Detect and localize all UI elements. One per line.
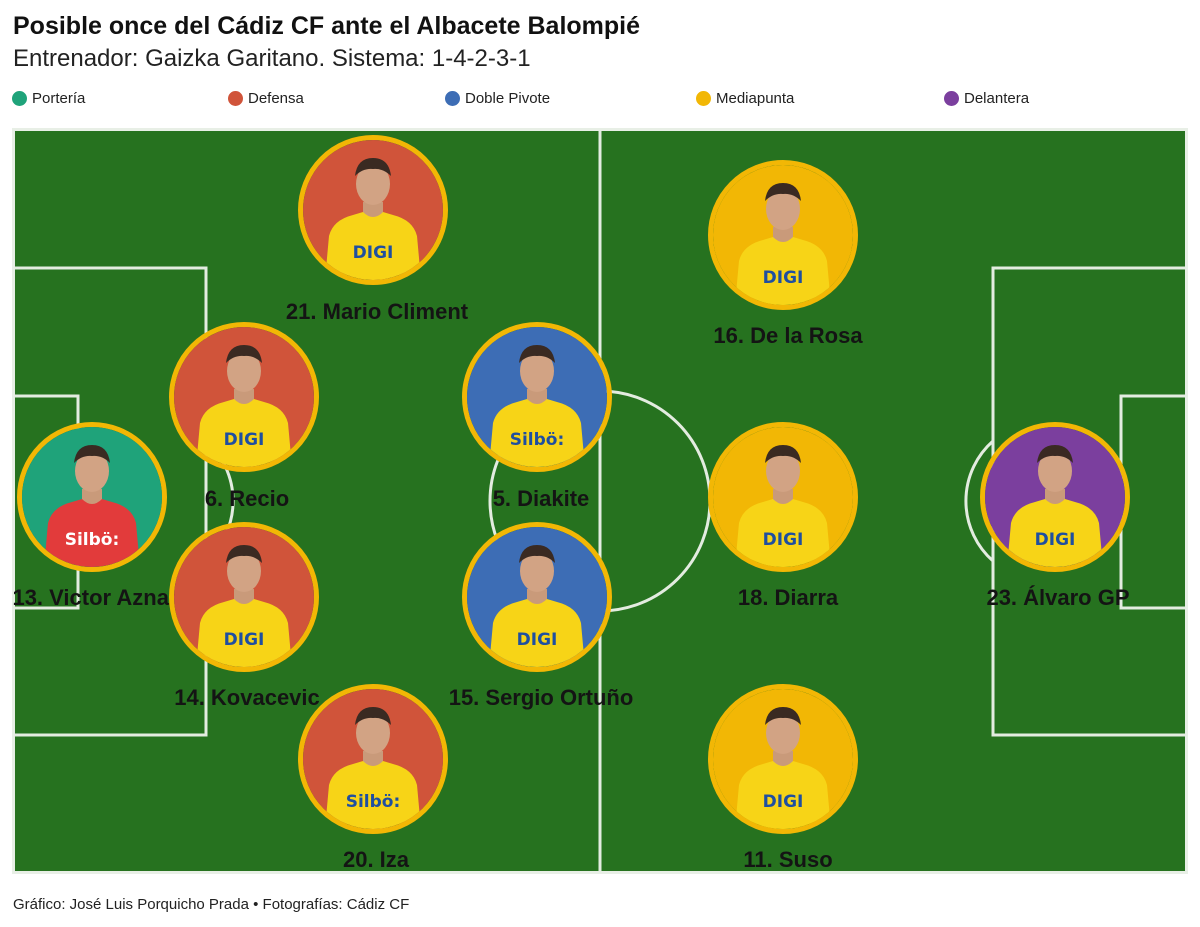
legend-label: Defensa — [248, 90, 304, 107]
legend-item-defensa: Defensa — [228, 90, 304, 107]
player-silhouette-icon: Silbö: — [22, 427, 162, 567]
player-silhouette-icon: DIGI — [303, 140, 443, 280]
mediapunta-dot-icon — [696, 91, 711, 106]
right-penalty-arc — [964, 439, 994, 563]
player-name-label: 15. Sergio Ortuño — [448, 685, 634, 710]
legend-item-porteria: Portería — [12, 90, 85, 107]
sponsor-logo-text: DIGI — [763, 268, 804, 288]
player-photo-avatar: Silbö: — [17, 422, 167, 572]
player-photo-avatar: Silbö: — [462, 322, 612, 472]
legend-label: Portería — [32, 90, 86, 107]
right-goal-box — [1119, 394, 1185, 610]
sponsor-logo-text: DIGI — [224, 630, 265, 650]
player-photo-avatar: DIGI — [708, 422, 858, 572]
porteria-dot-icon — [12, 91, 27, 106]
player-silhouette-icon: DIGI — [713, 165, 853, 305]
player-name-label: 18. Diarra — [737, 585, 839, 610]
sponsor-logo-text: DIGI — [517, 630, 558, 650]
chart-subtitle: Entrenador: Gaizka Garitano. Sistema: 1-… — [13, 45, 531, 72]
legend-label: Mediapunta — [716, 90, 795, 107]
legend-item-mediapunta: Mediapunta — [696, 90, 794, 107]
legend-item-delantera: Delantera — [944, 90, 1029, 107]
player-photo-avatar: DIGI — [169, 522, 319, 672]
player-name-label: 11. Suso — [743, 847, 833, 872]
legend-label: Delantera — [964, 90, 1030, 107]
doble-pivote-dot-icon — [445, 91, 460, 106]
player-photo-avatar: DIGI — [462, 522, 612, 672]
sponsor-logo-text: DIGI — [353, 243, 394, 263]
player-silhouette-icon: DIGI — [467, 527, 607, 667]
player-photo-avatar: DIGI — [169, 322, 319, 472]
player-name-label: 21. Mario Climent — [285, 299, 469, 324]
player-silhouette-icon: DIGI — [174, 527, 314, 667]
player-silhouette-icon: DIGI — [174, 327, 314, 467]
sponsor-logo-text: DIGI — [224, 430, 265, 450]
player-name-label: 23. Álvaro GP — [986, 585, 1130, 610]
player-photo-avatar: DIGI — [708, 160, 858, 310]
player-silhouette-icon: DIGI — [985, 427, 1125, 567]
chart-title: Posible once del Cádiz CF ante el Albace… — [13, 12, 641, 40]
player-photo-avatar: DIGI — [980, 422, 1130, 572]
sponsor-logo-text: Silbö: — [65, 530, 120, 550]
player-silhouette-icon: Silbö: — [467, 327, 607, 467]
legend: Portería Defensa Doble Pivote Mediapunta… — [12, 90, 1192, 112]
player-name-label: 14. Kovacevic — [174, 685, 320, 710]
defensa-dot-icon — [228, 91, 243, 106]
sponsor-logo-text: Silbö: — [346, 792, 401, 812]
player-photo-avatar: Silbö: — [298, 684, 448, 834]
player-name-label: 16. De la Rosa — [713, 323, 863, 348]
player-photo-avatar: DIGI — [298, 135, 448, 285]
player-photo-avatar: DIGI — [708, 684, 858, 834]
sponsor-logo-text: DIGI — [763, 530, 804, 550]
delantera-dot-icon — [944, 91, 959, 106]
sponsor-logo-text: DIGI — [1035, 530, 1076, 550]
footer-credit: Gráfico: José Luis Porquicho Prada • Fot… — [13, 896, 410, 913]
left-penalty-box — [15, 266, 208, 737]
player-silhouette-icon: Silbö: — [303, 689, 443, 829]
sponsor-logo-text: Silbö: — [510, 430, 565, 450]
legend-label: Doble Pivote — [465, 90, 551, 107]
player-name-label: 6. Recio — [204, 486, 290, 511]
player-name-label: 5. Diakite — [492, 486, 590, 511]
sponsor-logo-text: DIGI — [763, 792, 804, 812]
player-name-label: 13. Victor Aznar — [12, 585, 178, 610]
legend-item-doble-pivote: Doble Pivote — [445, 90, 550, 107]
player-name-label: 20. Iza — [342, 847, 410, 872]
player-silhouette-icon: DIGI — [713, 689, 853, 829]
player-silhouette-icon: DIGI — [713, 427, 853, 567]
